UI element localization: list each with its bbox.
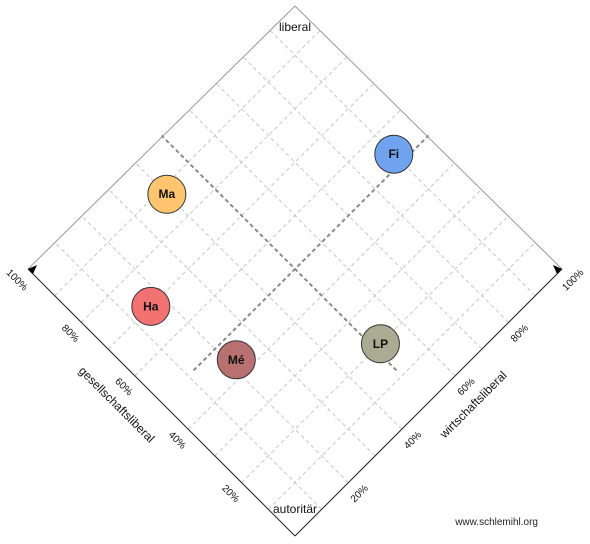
left-axis-arrow bbox=[28, 265, 37, 274]
point-label: Fi bbox=[388, 147, 399, 161]
divider-line bbox=[192, 134, 430, 372]
point-marker bbox=[216, 340, 256, 380]
point-Ma: Ma bbox=[147, 174, 187, 214]
point-marker bbox=[147, 174, 187, 214]
left-tick-label: 40% bbox=[166, 430, 188, 452]
point-Ha: Ha bbox=[131, 286, 171, 326]
right-tick-label: 100% bbox=[560, 267, 586, 293]
grid-line bbox=[214, 188, 483, 457]
point-label: Mé bbox=[228, 353, 245, 367]
left-axis-line bbox=[27, 268, 296, 537]
left-tick-label: 80% bbox=[59, 323, 81, 345]
point-Mé: Mé bbox=[216, 340, 256, 380]
point-Fi: Fi bbox=[374, 134, 414, 174]
data-points: Ma Fi Ha Mé LP bbox=[131, 134, 414, 380]
point-marker bbox=[374, 134, 414, 174]
divider-line bbox=[160, 134, 398, 372]
point-marker bbox=[360, 324, 400, 364]
point-marker bbox=[131, 286, 171, 326]
right-axis-title: wirtschaftsliberal bbox=[436, 368, 509, 441]
left-tick-label: 20% bbox=[219, 483, 241, 505]
right-tick-label: 80% bbox=[509, 323, 531, 345]
point-label: Ha bbox=[143, 299, 159, 313]
grid-line bbox=[81, 55, 349, 323]
quadrant-dividers bbox=[160, 134, 430, 372]
source-credit: www.schlemihl.org bbox=[455, 517, 538, 528]
point-label: LP bbox=[373, 337, 388, 351]
right-tick-label: 20% bbox=[349, 483, 371, 505]
point-LP: LP bbox=[360, 324, 400, 364]
right-tick-label: 40% bbox=[402, 430, 424, 452]
point-label: Ma bbox=[159, 187, 176, 201]
left-axis-title: gesellschaftsliberal bbox=[76, 364, 158, 446]
frame-edge bbox=[294, 5, 563, 270]
right-axis-arrow bbox=[553, 265, 562, 274]
left-tick-label: 100% bbox=[4, 267, 30, 293]
right-axis-line bbox=[294, 268, 563, 537]
chart-frame bbox=[27, 5, 563, 537]
corner-label-bottom: autoritär bbox=[273, 502, 317, 516]
frame-edge bbox=[27, 5, 296, 270]
corner-label-top: liberal bbox=[279, 20, 311, 34]
